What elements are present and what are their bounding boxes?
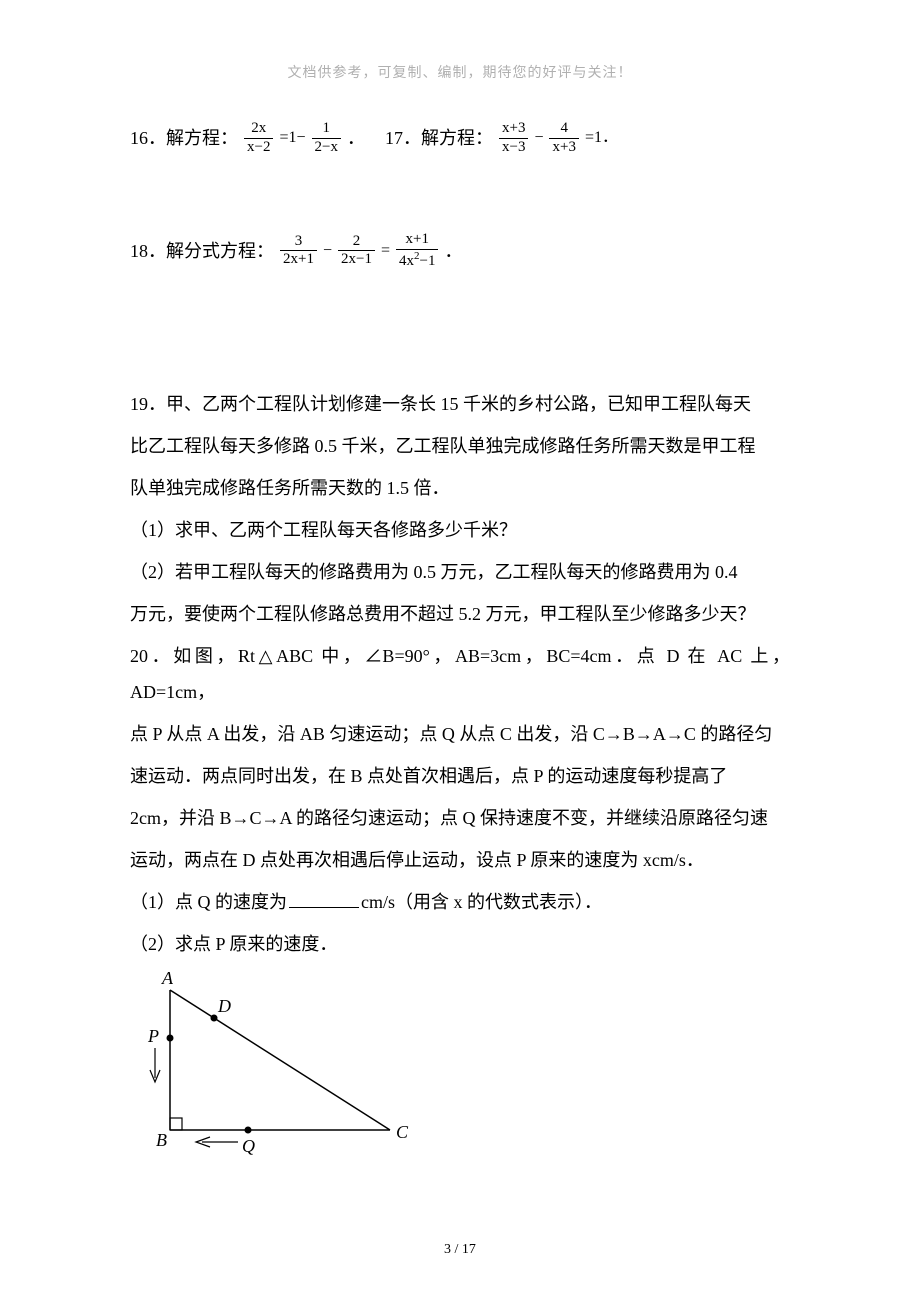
q19-part2a: （2）若甲工程队每天的修路费用为 0.5 万元，乙工程队每天的修路费用为 0.4 (130, 554, 790, 590)
q18-f3-num: x+1 (403, 232, 432, 248)
q18-mid2: = (381, 235, 390, 267)
q20-p1a: （1）点 Q 的速度为 (130, 892, 287, 912)
side-ac (170, 990, 390, 1130)
question-18: 18．解分式方程： 3 2x+1 − 2 2x−1 = x+1 4x2−1 ． (130, 232, 790, 270)
q16-f1-den: x−2 (244, 140, 273, 156)
q18-f2-den: 2x−1 (338, 252, 375, 268)
q18-tail: ． (444, 233, 462, 269)
figure-svg: A B C D P Q (130, 970, 420, 1160)
q17-prefix: 17．解方程： (385, 120, 493, 156)
q16-mid1: =1− (279, 122, 305, 154)
q20-part1: （1）点 Q 的速度为 cm/s（用含 x 的代数式表示）． (130, 884, 790, 920)
label-b: B (156, 1130, 167, 1150)
q16-prefix: 16．解方程： (130, 120, 238, 156)
q20-line5: 运动，两点在 D 点处再次相遇后停止运动，设点 P 原来的速度为 xcm/s． (130, 842, 790, 878)
page-number: 3 / 17 (0, 1242, 920, 1258)
q20-line4: 2cm，并沿 B→C→A 的路径匀速运动；点 Q 保持速度不变，并继续沿原路径匀… (130, 800, 790, 836)
q19-part2b: 万元，要使两个工程队修路总费用不超过 5.2 万元，甲工程队至少修路多少天？ (130, 596, 790, 632)
point-q (245, 1126, 252, 1133)
fill-blank (289, 889, 359, 908)
q20-part2: （2）求点 P 原来的速度． (130, 926, 790, 962)
header-watermark: 文档供参考，可复制、编制，期待您的好评与关注！ (0, 62, 920, 82)
q16-f1-num: 2x (248, 121, 269, 137)
triangle-figure: A B C D P Q (130, 970, 790, 1172)
q20-line3: 速运动．两点同时出发，在 B 点处首次相遇后，点 P 的运动速度每秒提高了 (130, 758, 790, 794)
label-d: D (217, 996, 231, 1016)
q19-line3: 队单独完成修路任务所需天数的 1.5 倍． (130, 470, 790, 506)
q20-p1b: cm/s（用含 x 的代数式表示）． (361, 892, 602, 912)
q18-frac2: 2 2x−1 (338, 234, 375, 269)
label-q: Q (242, 1136, 255, 1156)
label-a: A (161, 970, 174, 988)
q18-frac3: x+1 4x2−1 (396, 232, 438, 270)
page-content: 16．解方程： 2x x−2 =1− 1 2−x ． 17．解方程： x+3 x… (130, 120, 790, 1172)
right-angle-marker (170, 1118, 182, 1130)
label-c: C (396, 1122, 409, 1142)
q20-line2: 点 P 从点 A 出发，沿 AB 匀速运动；点 Q 从点 C 出发，沿 C→B→… (130, 716, 790, 752)
q18-mid1: − (323, 235, 332, 267)
point-p (167, 1034, 174, 1041)
q16-f2-den: 2−x (312, 140, 341, 156)
q16-f2-num: 1 (320, 121, 334, 137)
q18-f3-den-c: −1 (420, 253, 436, 269)
question-16-17: 16．解方程： 2x x−2 =1− 1 2−x ． 17．解方程： x+3 x… (130, 120, 790, 156)
q18-f2-num: 2 (350, 234, 364, 250)
q19-line1: 19．甲、乙两个工程队计划修建一条长 15 千米的乡村公路，已知甲工程队每天 (130, 386, 790, 422)
q17-tail: =1． (585, 122, 618, 154)
q16-frac2: 1 2−x (312, 121, 341, 156)
point-d (211, 1014, 218, 1021)
q19-part1: （1）求甲、乙两个工程队每天各修路多少千米？ (130, 512, 790, 548)
q18-f1-num: 3 (292, 234, 306, 250)
q17-frac2: 4 x+3 (549, 121, 578, 156)
q18-f3-den-a: 4x (399, 253, 414, 269)
q18-f3-den: 4x2−1 (396, 251, 438, 270)
q17-frac1: x+3 x−3 (499, 121, 528, 156)
q17-f1-den: x−3 (499, 140, 528, 156)
document-page: 文档供参考，可复制、编制，期待您的好评与关注！ 16．解方程： 2x x−2 =… (0, 0, 920, 1302)
q17-mid1: − (534, 122, 543, 154)
q18-prefix: 18．解分式方程： (130, 233, 274, 269)
q18-frac1: 3 2x+1 (280, 234, 317, 269)
vertical-gap (130, 162, 790, 232)
q19-line2: 比乙工程队每天多修路 0.5 千米，乙工程队单独完成修路任务所需天数是甲工程 (130, 428, 790, 464)
q20-line1: 20．如图，Rt△ABC 中，∠B=90°，AB=3cm，BC=4cm．点 D … (130, 638, 790, 710)
q16-frac1: 2x x−2 (244, 121, 273, 156)
q18-f1-den: 2x+1 (280, 252, 317, 268)
label-p: P (147, 1026, 159, 1046)
q17-f2-num: 4 (557, 121, 571, 137)
vertical-gap (130, 276, 790, 386)
q16-tail: ． (347, 120, 365, 156)
q17-f2-den: x+3 (549, 140, 578, 156)
q17-f1-num: x+3 (499, 121, 528, 137)
